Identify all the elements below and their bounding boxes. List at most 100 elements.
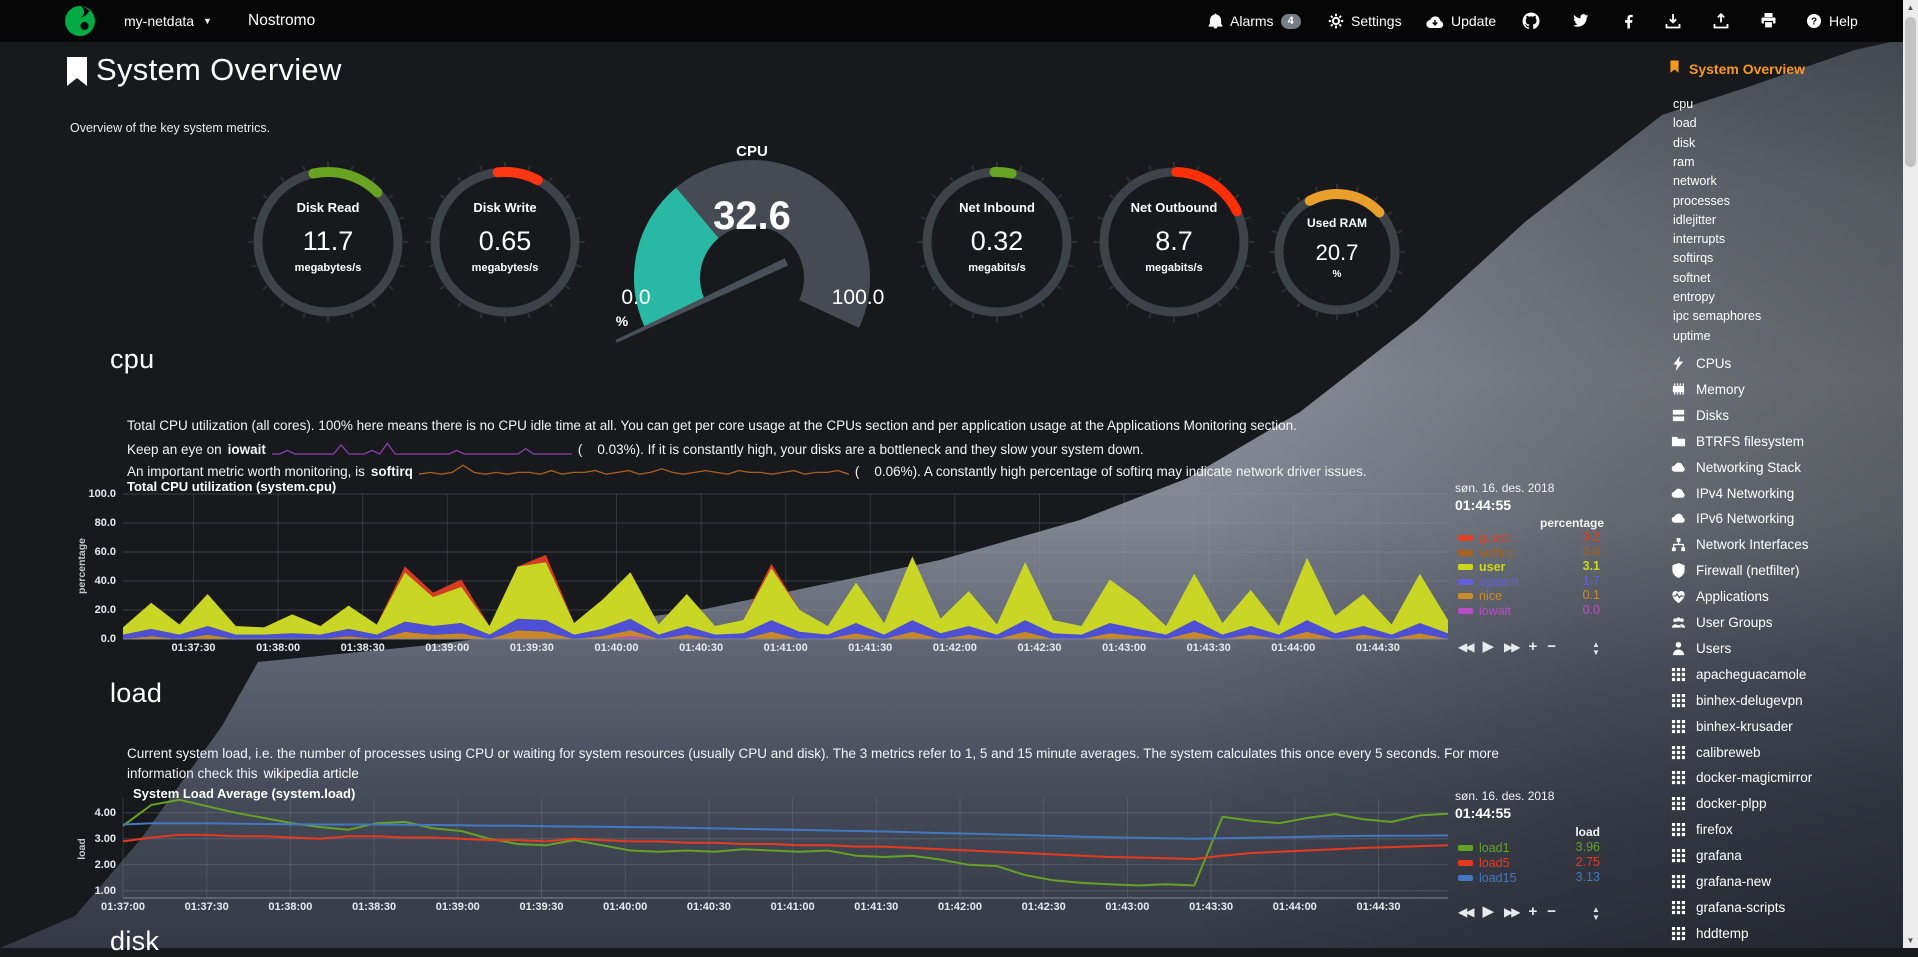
scrollbar-thumb[interactable]	[1905, 17, 1916, 167]
sidebar-item-uptime[interactable]: uptime	[1673, 328, 1711, 343]
sidebar-item-user-groups[interactable]: User Groups	[1671, 615, 1773, 630]
sidebar-item-docker-magicmirror[interactable]: docker-magicmirror	[1671, 770, 1812, 785]
download-icon[interactable]	[1665, 0, 1681, 42]
sidebar-item-users[interactable]: Users	[1671, 641, 1731, 656]
update-button[interactable]: Update	[1426, 0, 1496, 42]
load-legend-unit: load	[1575, 825, 1600, 839]
facebook-icon[interactable]	[1621, 0, 1636, 42]
netdata-logo-icon[interactable]	[64, 0, 96, 42]
scrollbar-up-icon[interactable]: ▲	[1906, 3, 1915, 12]
sidebar-item-idlejitter[interactable]: idlejitter	[1673, 212, 1717, 227]
sidebar-item-binhex-delugevpn[interactable]: binhex-delugevpn	[1671, 693, 1803, 708]
gauge-unit: megabits/s	[1145, 262, 1203, 274]
sidebar-item-interrupts[interactable]: interrupts	[1673, 232, 1726, 247]
sidebar-item-firefox[interactable]: firefox	[1671, 822, 1733, 837]
sidebar-item-networking-stack[interactable]: Networking Stack	[1671, 460, 1801, 475]
sidebar-item-grafana-new[interactable]: grafana-new	[1671, 874, 1771, 889]
x-axis-tick: 01:38:30	[340, 642, 385, 654]
sidebar-item-hddtemp[interactable]: hddtemp	[1671, 926, 1749, 941]
wikipedia-link[interactable]: wikipedia article	[263, 766, 359, 781]
help-button[interactable]: ? Help	[1806, 0, 1858, 42]
system.cpu-plot[interactable]	[123, 493, 1448, 640]
gauge-disk-read[interactable]: Disk Read 11.7 megabytes/s	[244, 158, 412, 326]
legend-item-load1[interactable]: load1	[1458, 841, 1510, 855]
alarms-button[interactable]: Alarms 4	[1208, 0, 1301, 42]
sidebar-item-calibreweb[interactable]: calibreweb	[1671, 745, 1761, 760]
github-icon[interactable]	[1522, 0, 1540, 42]
grid-icon	[1671, 745, 1686, 759]
gauge-net-inbound[interactable]: Net Inbound 0.32 megabits/s	[913, 158, 1081, 326]
sidebar-item-cpus[interactable]: CPUs	[1671, 356, 1731, 371]
gauge-used-ram[interactable]: Used RAM 20.7%	[1265, 180, 1409, 324]
system.load-plot[interactable]	[122, 798, 1449, 899]
page-scrollbar[interactable]: ▲ ▼	[1903, 0, 1918, 948]
print-icon[interactable]	[1760, 0, 1777, 42]
sidebar-item-ipc-semaphores[interactable]: ipc semaphores	[1673, 309, 1762, 324]
x-axis-tick: 01:41:30	[848, 642, 893, 654]
x-axis-tick: 01:43:30	[1186, 642, 1231, 654]
zoom-out-button[interactable]: −	[1547, 638, 1557, 655]
zoom-in-button[interactable]: +	[1528, 903, 1538, 920]
sidebar-item-cpu[interactable]: cpu	[1673, 97, 1694, 111]
legend-item-user[interactable]: user	[1458, 560, 1505, 574]
legend-swatch	[1458, 564, 1473, 571]
settings-button[interactable]: Settings	[1328, 0, 1402, 42]
legend-item-nice[interactable]: nice	[1458, 589, 1502, 603]
navbar: my-netdata ▼ Nostromo Alarms 4 Settings …	[0, 0, 1918, 42]
sidebar-item-system-overview[interactable]: System Overview	[1668, 59, 1805, 78]
upload-icon[interactable]	[1713, 0, 1729, 42]
sidebar-item-ipv4-networking[interactable]: IPv4 Networking	[1671, 486, 1794, 501]
sidebar-item-btrfs-filesystem[interactable]: BTRFS filesystem	[1671, 434, 1804, 449]
load-chart-resize-handle[interactable]: ▲ ▼	[1592, 905, 1600, 922]
legend-item-load15[interactable]: load15	[1458, 871, 1517, 885]
play-button[interactable]: ▶	[1482, 638, 1495, 655]
sidebar-item-ram[interactable]: ram	[1673, 154, 1695, 169]
gauge-disk-write[interactable]: Disk Write 0.65 megabytes/s	[421, 158, 589, 326]
sidebar-item-softirqs[interactable]: softirqs	[1673, 251, 1714, 266]
sidebar-item-docker-plpp[interactable]: docker-plpp	[1671, 796, 1767, 811]
sidebar-item-softnet[interactable]: softnet	[1673, 270, 1711, 285]
forward-button[interactable]: ▶▶	[1504, 640, 1521, 654]
sidebar-item-binhex-krusader[interactable]: binhex-krusader	[1671, 719, 1793, 734]
sidebar-item-disks[interactable]: Disks	[1671, 408, 1729, 423]
sidebar-item-entropy[interactable]: entropy	[1673, 290, 1715, 304]
sidebar-item-memory[interactable]: Memory	[1671, 382, 1745, 397]
rewind-button[interactable]: ◀◀	[1458, 640, 1475, 654]
gauge-title: Net Outbound	[1130, 200, 1218, 215]
y-axis-tick: 20.0	[94, 604, 116, 616]
legend-item-softirq[interactable]: softirq	[1458, 546, 1513, 560]
gauge-net-outbound[interactable]: Net Outbound 8.7 megabits/s	[1090, 158, 1258, 326]
zoom-out-button[interactable]: −	[1547, 903, 1557, 920]
forward-button[interactable]: ▶▶	[1504, 905, 1521, 919]
cpu-gauge[interactable]	[600, 158, 900, 358]
x-axis-tick: 01:42:30	[1017, 642, 1062, 654]
x-axis-tick: 01:42:00	[937, 901, 983, 913]
sidebar-item-apacheguacamole[interactable]: apacheguacamole	[1671, 667, 1806, 682]
sidebar-item-ipv6-networking[interactable]: IPv6 Networking	[1671, 511, 1794, 526]
sidebar-item-load[interactable]: load	[1673, 116, 1697, 131]
gauge-value: 11.7	[302, 226, 354, 256]
host-switcher[interactable]: my-netdata ▼	[124, 0, 212, 42]
legend-item-iowait[interactable]: iowait	[1458, 604, 1511, 618]
sidebar-item-grafana[interactable]: grafana	[1671, 848, 1742, 863]
twitter-icon[interactable]	[1572, 0, 1589, 42]
zoom-in-button[interactable]: +	[1528, 638, 1538, 655]
sidebar-item-grafana-scripts[interactable]: grafana-scripts	[1671, 900, 1785, 915]
hostname[interactable]: Nostromo	[248, 12, 316, 29]
legend-item-guest[interactable]: guest	[1458, 531, 1510, 545]
legend-item-system[interactable]: system	[1458, 575, 1519, 589]
sidebar-item-network-interfaces[interactable]: Network Interfaces	[1671, 537, 1809, 552]
scrollbar-down-icon[interactable]: ▼	[1906, 936, 1915, 945]
load-y-axis-label: load	[76, 838, 88, 860]
sidebar-item-firewall-netfilter-[interactable]: Firewall (netfilter)	[1671, 563, 1800, 579]
sidebar-item-applications[interactable]: Applications	[1671, 589, 1769, 604]
cpu-chart-resize-handle[interactable]: ▲ ▼	[1592, 640, 1600, 657]
sidebar-item-processes[interactable]: processes	[1673, 193, 1730, 208]
cpu-desc-line1: Total CPU utilization (all cores). 100% …	[127, 418, 1297, 433]
sidebar-item-network[interactable]: network	[1673, 174, 1717, 189]
rewind-button[interactable]: ◀◀	[1458, 905, 1475, 919]
sidebar-item-disk[interactable]: disk	[1673, 135, 1696, 150]
play-button[interactable]: ▶	[1482, 903, 1495, 920]
gauge-value: 8.7	[1155, 226, 1193, 256]
legend-item-load5[interactable]: load5	[1458, 856, 1510, 870]
